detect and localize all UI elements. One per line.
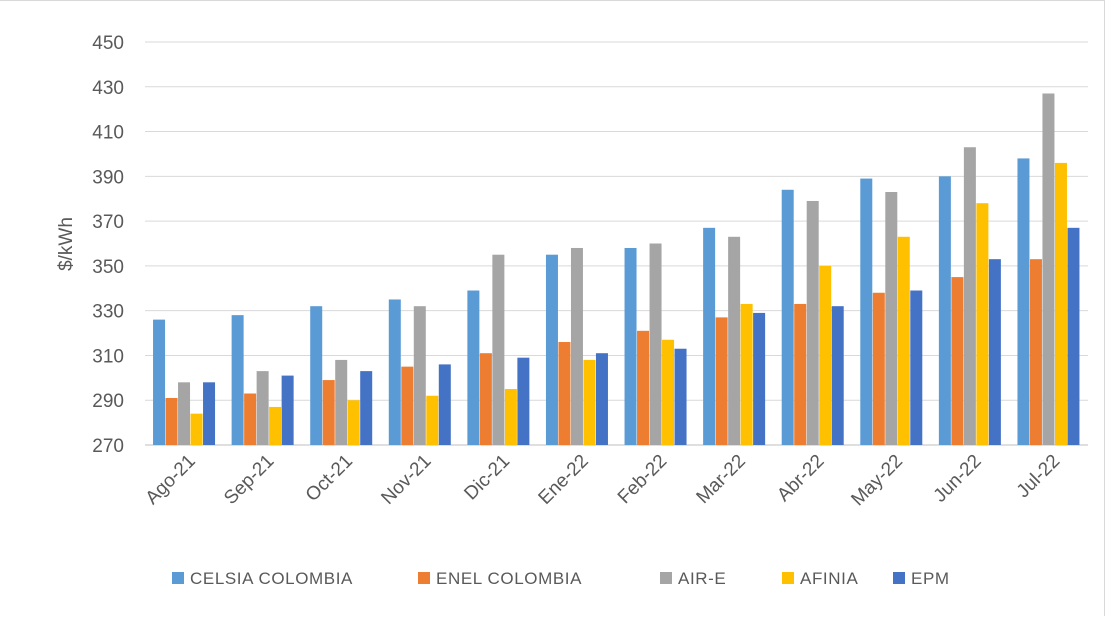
- bar: [281, 375, 294, 445]
- bar: [794, 303, 807, 445]
- bar: [1042, 93, 1055, 445]
- bar: [256, 371, 269, 445]
- bar: [938, 176, 951, 446]
- bar: [753, 312, 766, 445]
- bar: [504, 389, 517, 445]
- bars: [153, 93, 1080, 446]
- x-tick-label: Mar-22: [693, 451, 750, 508]
- bar: [662, 339, 675, 445]
- legend-swatch: [782, 572, 794, 584]
- legend-label: CELSIA COLOMBIA: [190, 569, 353, 588]
- bar: [1029, 259, 1042, 445]
- bar: [165, 397, 178, 445]
- x-tick-label: Oct-21: [302, 451, 357, 506]
- y-tick-label: 450: [92, 33, 124, 54]
- x-tick-label: Nov-21: [377, 451, 435, 509]
- y-tick-label: 310: [92, 346, 124, 367]
- bar: [637, 330, 650, 445]
- x-tick-label: Sep-21: [220, 451, 278, 509]
- bar: [401, 366, 414, 445]
- y-tick-label: 430: [92, 78, 124, 99]
- bar: [244, 393, 257, 445]
- bar: [1017, 158, 1030, 445]
- bar: [806, 200, 819, 445]
- bar: [740, 303, 753, 445]
- bar: [728, 236, 741, 445]
- gridlines: [145, 41, 1088, 446]
- y-axis-ticks: 270 290 310 330 350 370 390 410 430 450: [92, 33, 124, 457]
- bar: [413, 306, 426, 445]
- bar: [558, 342, 571, 445]
- bar: [910, 290, 923, 445]
- bar: [715, 317, 728, 445]
- bar: [781, 189, 794, 445]
- bar: [426, 395, 439, 445]
- bar: [269, 406, 282, 445]
- x-tick-label: Ago-21: [142, 451, 200, 509]
- bar: [963, 147, 976, 445]
- bar: [335, 359, 348, 445]
- x-axis-ticks: Ago-21 Sep-21 Oct-21 Nov-21 Dic-21 Ene-22 Feb-…: [142, 451, 1065, 511]
- bar: [595, 353, 608, 445]
- y-tick-label: 390: [92, 167, 124, 188]
- bar: [976, 203, 989, 445]
- bar: [703, 227, 716, 445]
- y-tick-label: 350: [92, 257, 124, 278]
- bar: [231, 315, 244, 445]
- bar: [624, 247, 637, 445]
- bar: [885, 192, 898, 445]
- bar: [545, 254, 558, 445]
- x-tick-label: May-22: [847, 451, 907, 511]
- bar: [517, 357, 530, 445]
- bar: [190, 413, 203, 445]
- x-tick-label: Abr-22: [773, 451, 828, 506]
- bar: [1067, 227, 1080, 445]
- bar: [310, 306, 323, 445]
- x-tick-label: Ene-22: [535, 451, 593, 509]
- y-tick-label: 270: [92, 436, 124, 457]
- x-tick-label: Dic-21: [460, 451, 514, 505]
- bar: [360, 371, 373, 445]
- y-tick-label: 410: [92, 123, 124, 144]
- bar: [570, 247, 583, 445]
- bar: [153, 319, 166, 445]
- legend-label: AIR-E: [678, 569, 726, 588]
- bar: [860, 178, 873, 446]
- bar: [347, 400, 360, 445]
- bar: [831, 306, 844, 445]
- bar: [1054, 162, 1067, 445]
- bar: [819, 265, 832, 445]
- y-tick-label: 370: [92, 212, 124, 233]
- bar: [388, 299, 401, 445]
- bar: [649, 243, 662, 445]
- legend-swatch: [660, 572, 672, 584]
- bar: [178, 382, 191, 445]
- bar: [479, 353, 492, 445]
- legend-label: EPM: [911, 569, 950, 588]
- legend-label: ENEL COLOMBIA: [436, 569, 582, 588]
- legend-swatch: [172, 572, 184, 584]
- bar: [988, 259, 1001, 445]
- bar: [467, 290, 480, 445]
- legend-label: AFINIA: [800, 569, 858, 588]
- x-tick-label: Feb-22: [614, 451, 671, 508]
- bar: [438, 364, 451, 445]
- bar: [872, 292, 885, 445]
- y-tick-label: 330: [92, 302, 124, 323]
- legend-swatch: [893, 572, 905, 584]
- x-tick-label: Jul-22: [1013, 451, 1064, 502]
- bar: [583, 359, 596, 445]
- x-tick-label: Jun-22: [930, 451, 986, 507]
- legend: CELSIA COLOMBIA ENEL COLOMBIA AIR-E AFINIA E…: [172, 569, 950, 588]
- y-tick-label: 290: [92, 391, 124, 412]
- bar: [674, 348, 687, 445]
- bar: [322, 380, 335, 445]
- bar: [203, 382, 216, 445]
- bar: [492, 254, 505, 445]
- legend-swatch: [418, 572, 430, 584]
- y-axis-label: $/kWh: [56, 217, 77, 271]
- bar: [897, 236, 910, 445]
- bar: [951, 277, 964, 445]
